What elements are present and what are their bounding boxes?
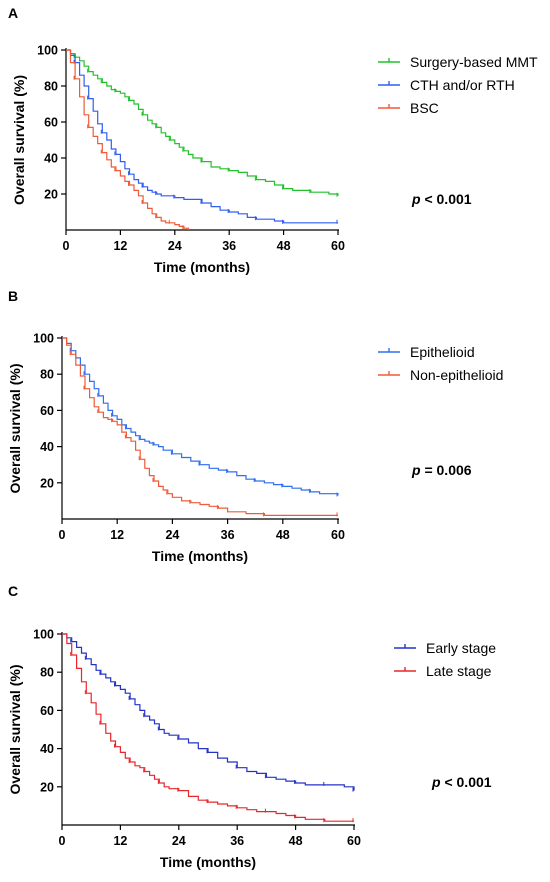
x-axis-title: Time (months) [160, 854, 256, 870]
x-tick-label: 48 [277, 239, 291, 253]
survival-curve-epithelioid [62, 337, 339, 496]
chart-panel-a: A 0 12 24 36 48 60 20 40 60 80 100 Time (months) Over… [8, 5, 538, 275]
legend-item: Surgery-based MMT [378, 54, 538, 70]
y-tick-label: 100 [33, 628, 54, 642]
y-tick-label: 20 [40, 780, 54, 794]
survival-curve-surgery-based-mmt [66, 49, 339, 196]
y-tick-label: 20 [40, 476, 54, 490]
survival-curve-bsc [66, 49, 189, 230]
p-value-symbol: p [411, 462, 421, 478]
panel-label: A [8, 5, 18, 21]
y-tick-label: 80 [44, 80, 58, 94]
legend-item: BSC [378, 100, 439, 116]
survival-curve-early-stage [62, 633, 355, 791]
x-tick-label: 12 [113, 239, 127, 253]
legend-label: CTH and/or RTH [410, 77, 515, 93]
y-axis-title: Overall survival (%) [11, 75, 27, 205]
p-value-symbol: p [411, 191, 421, 207]
x-tick-label: 48 [289, 834, 303, 848]
y-tick-label: 80 [40, 368, 54, 382]
y-tick-label: 100 [37, 44, 58, 58]
p-value-symbol: p [431, 774, 441, 790]
panel-label: C [8, 583, 18, 599]
y-tick-label: 20 [44, 188, 58, 202]
x-tick-label: 12 [110, 528, 124, 542]
panel-label: B [8, 288, 18, 304]
y-tick-label: 100 [33, 332, 54, 346]
x-tick-label: 24 [168, 239, 182, 253]
x-tick-label: 0 [63, 239, 70, 253]
x-tick-label: 0 [59, 528, 66, 542]
y-axis-title: Overall survival (%) [7, 364, 23, 494]
x-tick-label: 36 [221, 528, 235, 542]
legend-label: Surgery-based MMT [410, 54, 538, 70]
x-tick-label: 24 [172, 834, 186, 848]
legend-item: CTH and/or RTH [378, 77, 515, 93]
y-tick-label: 60 [40, 404, 54, 418]
p-value-text: < 0.001 [441, 774, 492, 790]
x-axis-title: Time (months) [152, 548, 248, 564]
y-tick-label: 40 [40, 440, 54, 454]
chart-panel-c: C 0 12 24 36 48 60 20 40 60 80 100 Time (months) Over… [7, 583, 496, 870]
legend-item: Epithelioid [378, 344, 475, 360]
p-value-text: = 0.006 [421, 462, 472, 478]
x-tick-label: 0 [59, 834, 66, 848]
x-tick-label: 60 [347, 834, 361, 848]
y-tick-label: 80 [40, 666, 54, 680]
p-value-annotation: p < 0.001 [431, 774, 492, 790]
panels-container: A 0 12 24 36 48 60 20 40 60 80 100 Time (months) Over… [7, 5, 538, 870]
x-tick-label: 48 [276, 528, 290, 542]
legend-label: Non-epithelioid [410, 367, 503, 383]
p-value-annotation: p = 0.006 [411, 462, 472, 478]
legend-label: Early stage [426, 640, 496, 656]
legend-item: Non-epithelioid [378, 367, 503, 383]
x-axis-title: Time (months) [154, 259, 250, 275]
p-value-text: < 0.001 [421, 191, 472, 207]
x-tick-label: 60 [331, 528, 345, 542]
legend-label: BSC [410, 100, 439, 116]
y-tick-label: 60 [44, 116, 58, 130]
y-axis-title: Overall survival (%) [7, 665, 23, 795]
survival-curve-late-stage [62, 633, 354, 822]
chart-panel-b: B 0 12 24 36 48 60 20 40 60 80 100 Time (months) Over… [7, 288, 503, 564]
survival-curve-cth-and-or-rth [66, 49, 338, 224]
x-tick-label: 36 [222, 239, 236, 253]
legend-item: Late stage [394, 663, 492, 679]
legend-label: Late stage [426, 663, 492, 679]
y-tick-label: 40 [40, 742, 54, 756]
y-tick-label: 40 [44, 152, 58, 166]
y-tick-label: 60 [40, 704, 54, 718]
legend-label: Epithelioid [410, 344, 475, 360]
x-tick-label: 24 [165, 528, 179, 542]
x-tick-label: 60 [331, 239, 345, 253]
p-value-annotation: p < 0.001 [411, 191, 472, 207]
x-tick-label: 36 [230, 834, 244, 848]
legend-item: Early stage [394, 640, 496, 656]
x-tick-label: 12 [113, 834, 127, 848]
survival-curve-non-epithelioid [62, 337, 338, 516]
